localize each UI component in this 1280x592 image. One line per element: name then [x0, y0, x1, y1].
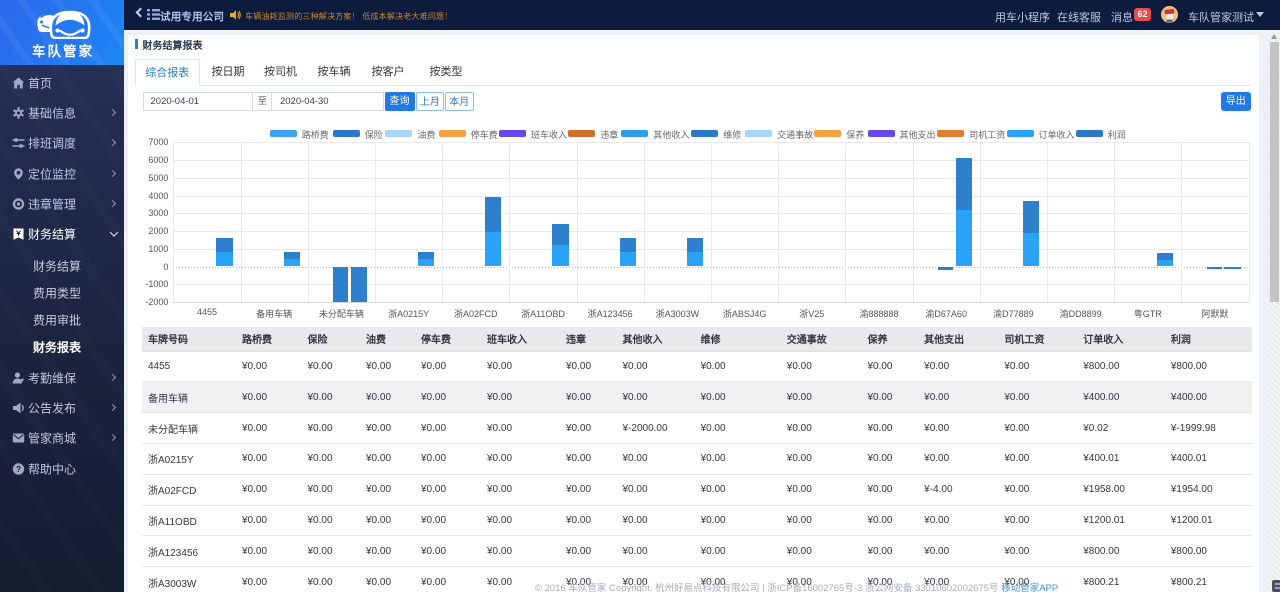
svg-text:?: ? [16, 464, 21, 474]
